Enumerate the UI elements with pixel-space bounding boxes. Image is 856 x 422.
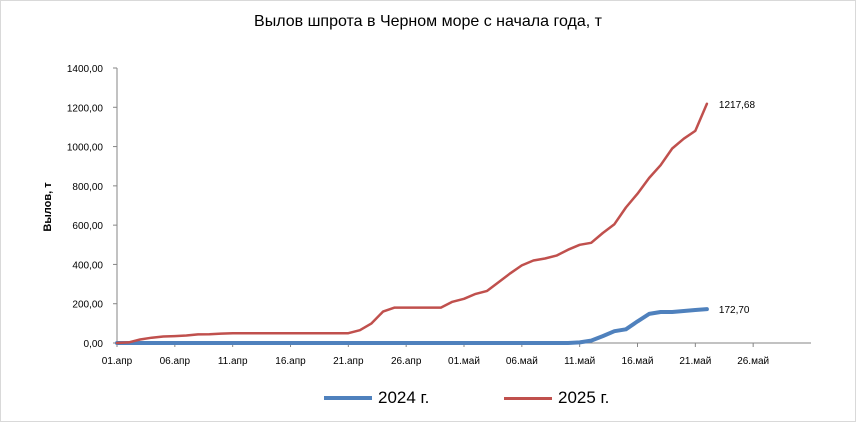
legend-label-2025: 2025 г. <box>558 388 610 407</box>
end-value-label-2025: 1217,68 <box>719 100 756 111</box>
y-tick-label: 1200,00 <box>67 103 104 114</box>
legend-item-2024: 2024 г. <box>324 388 429 408</box>
y-tick-label: 400,00 <box>72 260 103 271</box>
series-line-2025 <box>115 102 709 345</box>
y-tick-label: 0,00 <box>84 339 104 350</box>
chart-title: Вылов шпрота в Черном море с начала года… <box>254 13 602 30</box>
x-tick-label: 06.апр <box>160 356 191 367</box>
x-tick-label: 21.май <box>679 356 711 367</box>
legend: 2024 г. 2025 г. <box>0 388 856 412</box>
x-tick-label: 01.апр <box>102 356 133 367</box>
x-tick-label: 01.май <box>448 356 480 367</box>
x-tick-label: 11.апр <box>218 356 248 367</box>
legend-item-2025: 2025 г. <box>504 388 609 408</box>
legend-swatch-2024 <box>324 396 372 400</box>
x-tick-label: 21.апр <box>333 356 364 367</box>
x-tick-label: 16.май <box>622 356 654 367</box>
y-tick-label: 1000,00 <box>67 143 104 154</box>
legend-label-2024: 2024 г. <box>378 388 430 407</box>
y-tick-label: 200,00 <box>72 300 103 311</box>
y-tick-label: 800,00 <box>72 182 103 193</box>
x-tick-label: 06.май <box>506 356 538 367</box>
legend-swatch-2025 <box>504 396 552 400</box>
y-tick-label: 600,00 <box>72 221 103 232</box>
end-value-label-2024: 172,70 <box>719 305 750 316</box>
x-tick-label: 26.апр <box>391 356 422 367</box>
x-tick-label: 16.апр <box>275 356 306 367</box>
series-line-2024 <box>115 307 709 345</box>
y-tick-label: 1400,00 <box>67 64 104 75</box>
x-tick-label: 11.май <box>564 356 595 367</box>
x-tick-label: 26.май <box>737 356 769 367</box>
